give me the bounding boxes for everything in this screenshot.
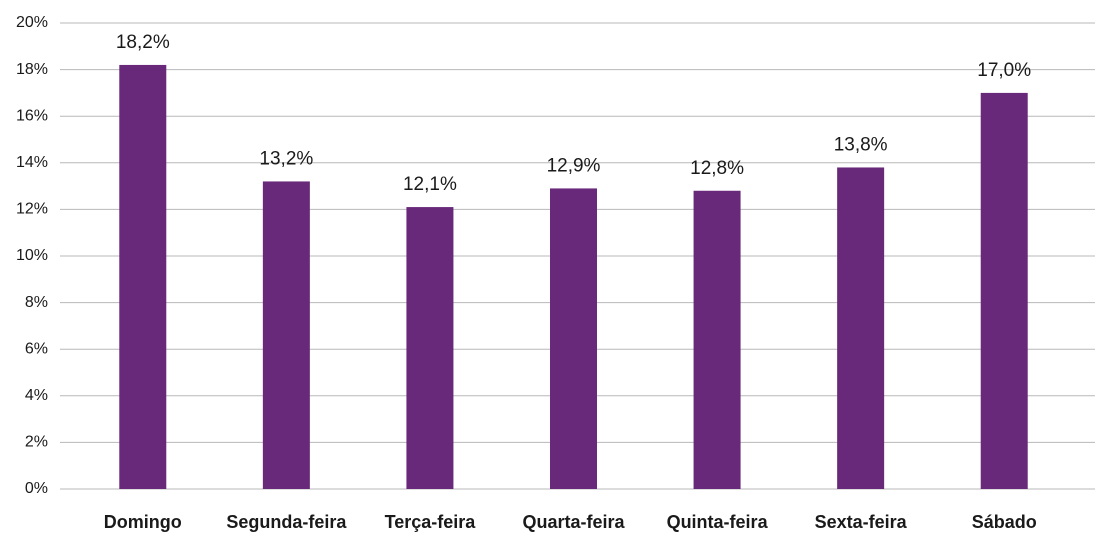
value-label: 12,9% (547, 155, 601, 176)
value-label: 13,8% (834, 134, 888, 155)
bar (550, 188, 597, 489)
y-tick-label: 8% (25, 294, 48, 311)
x-tick-label: Terça-feira (385, 512, 477, 532)
chart: 0% 2% 4% 6% 8% 10% 12% 14% 16% 18% 20% 18,2% Domingo… (0, 0, 1095, 533)
y-tick-label: 18% (16, 61, 48, 78)
x-tick-label: Segunda-feira (226, 512, 347, 532)
x-tick-label: Domingo (104, 512, 182, 532)
value-label: 18,2% (116, 32, 170, 53)
y-tick-label: 6% (25, 340, 48, 357)
bar (837, 167, 884, 489)
y-tick-label: 4% (25, 387, 48, 404)
y-tick-label: 2% (25, 434, 48, 451)
value-label: 12,8% (690, 158, 744, 179)
bar (406, 207, 453, 489)
y-tick-label: 10% (16, 247, 48, 264)
y-tick-label: 12% (16, 201, 48, 218)
x-tick-label: Quinta-feira (667, 512, 769, 532)
x-tick-label: Quarta-feira (522, 512, 625, 532)
value-label: 17,0% (977, 60, 1031, 81)
bar (694, 191, 741, 489)
bar (119, 65, 166, 489)
bar (981, 93, 1028, 489)
y-tick-label: 14% (16, 154, 48, 171)
value-label: 12,1% (403, 174, 457, 195)
y-tick-label: 16% (16, 107, 48, 124)
x-tick-label: Sábado (972, 512, 1037, 532)
value-label: 13,2% (259, 148, 313, 169)
y-tick-label: 0% (25, 480, 48, 497)
x-tick-label: Sexta-feira (815, 512, 908, 532)
y-tick-label: 20% (16, 14, 48, 31)
bar (263, 181, 310, 489)
